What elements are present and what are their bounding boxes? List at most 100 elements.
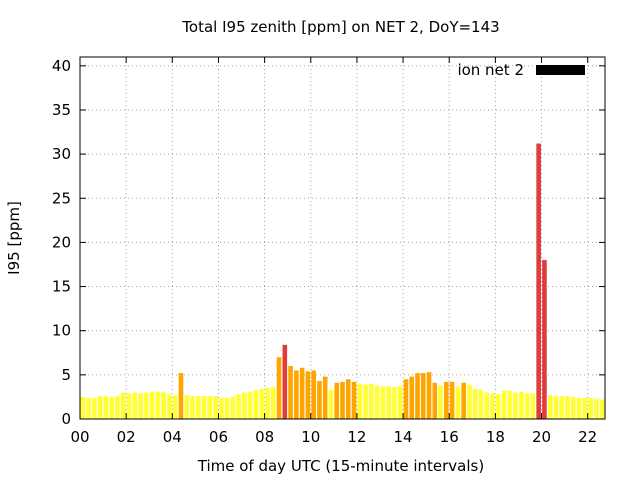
- bar: [495, 394, 501, 419]
- bar: [195, 396, 201, 419]
- plot-frame: [79, 56, 606, 420]
- bar: [311, 370, 316, 419]
- bar: [432, 382, 438, 419]
- bar: [184, 395, 190, 419]
- bar: [501, 390, 507, 419]
- bar: [513, 392, 518, 419]
- bar: [392, 387, 397, 419]
- x-tick-label: 16: [440, 428, 459, 446]
- bar: [115, 396, 120, 419]
- bar: [288, 366, 293, 419]
- bar: [138, 393, 143, 419]
- bar: [97, 396, 103, 419]
- bar: [530, 393, 536, 419]
- bar: [305, 371, 311, 419]
- bar: [294, 370, 299, 419]
- y-tick-label: 40: [52, 57, 71, 75]
- bar: [265, 388, 270, 419]
- chart-title: Total I95 zenith [ppm] on NET 2, DoY=143: [181, 18, 499, 36]
- bar: [351, 381, 357, 419]
- bar: [599, 399, 605, 419]
- bars: [80, 143, 605, 419]
- bar: [386, 386, 391, 419]
- bar: [149, 391, 155, 419]
- bar: [167, 394, 172, 419]
- bar: [334, 382, 340, 419]
- bar: [472, 388, 478, 419]
- y-tick-label: 35: [52, 101, 71, 119]
- bar: [397, 386, 403, 419]
- bar: [484, 392, 490, 419]
- bar: [328, 389, 334, 419]
- bar: [594, 398, 599, 419]
- bar: [207, 396, 213, 419]
- bar: [536, 143, 541, 419]
- bar: [455, 386, 461, 419]
- bar: [380, 386, 386, 419]
- bar: [132, 392, 138, 419]
- bar: [374, 385, 380, 419]
- y-axis-label: I95 [ppm]: [5, 201, 23, 275]
- bar: [161, 392, 166, 419]
- bar: [426, 372, 432, 419]
- bar: [565, 396, 570, 419]
- bar: [80, 396, 86, 419]
- bar: [282, 344, 288, 419]
- bar: [467, 384, 472, 419]
- x-axis-ticks: 00 02 04 06 08 10 12 14 16 18 20 22: [70, 57, 597, 446]
- bar: [409, 376, 415, 419]
- y-tick-label: 30: [52, 145, 71, 163]
- y-tick-label: 10: [52, 322, 71, 340]
- y-tick-label: 5: [61, 366, 71, 384]
- bar: [86, 397, 91, 419]
- bar: [415, 373, 420, 419]
- x-tick-label: 10: [301, 428, 320, 446]
- bar: [403, 379, 409, 419]
- bar: [542, 260, 547, 419]
- bar: [490, 393, 495, 419]
- x-tick-label: 02: [117, 428, 136, 446]
- bar: [524, 393, 530, 419]
- bar: [345, 379, 351, 419]
- bar: [357, 383, 363, 419]
- x-tick-label: 00: [70, 428, 89, 446]
- bar: [178, 373, 184, 419]
- bar: [213, 396, 218, 419]
- bar: [219, 397, 224, 419]
- bar: [270, 387, 276, 419]
- x-tick-label: 18: [486, 428, 505, 446]
- x-tick-label: 08: [255, 428, 274, 446]
- bar: [559, 396, 565, 419]
- bar: [570, 396, 576, 419]
- bar: [224, 397, 230, 419]
- bar: [92, 397, 97, 419]
- bar: [553, 396, 559, 419]
- bar: [519, 391, 524, 419]
- x-axis-label: Time of day UTC (15-minute intervals): [197, 457, 484, 475]
- bar: [478, 389, 484, 419]
- bar: [363, 384, 368, 419]
- x-tick-label: 04: [163, 428, 182, 446]
- bar: [247, 391, 253, 419]
- x-tick-label: 06: [209, 428, 228, 446]
- y-tick-label: 20: [52, 233, 71, 251]
- bar: [507, 390, 513, 419]
- bar: [242, 392, 247, 419]
- x-tick-label: 20: [532, 428, 551, 446]
- y-tick-label: 0: [61, 410, 71, 428]
- bar: [461, 382, 466, 419]
- x-tick-label: 12: [347, 428, 366, 446]
- y-axis-ticks: 0 5 10 15 20 25 30 35 40: [52, 57, 605, 428]
- bar: [444, 381, 449, 419]
- legend-label: ion net 2: [457, 61, 524, 79]
- x-tick-label: 22: [578, 428, 597, 446]
- bar: [317, 381, 322, 419]
- bar: [582, 397, 588, 419]
- bar: [299, 367, 305, 419]
- legend-swatch: [536, 65, 585, 75]
- bar: [276, 357, 282, 419]
- bar: [155, 391, 161, 419]
- bar: [547, 395, 553, 419]
- legend: ion net 2: [457, 61, 585, 79]
- bar: [340, 381, 345, 419]
